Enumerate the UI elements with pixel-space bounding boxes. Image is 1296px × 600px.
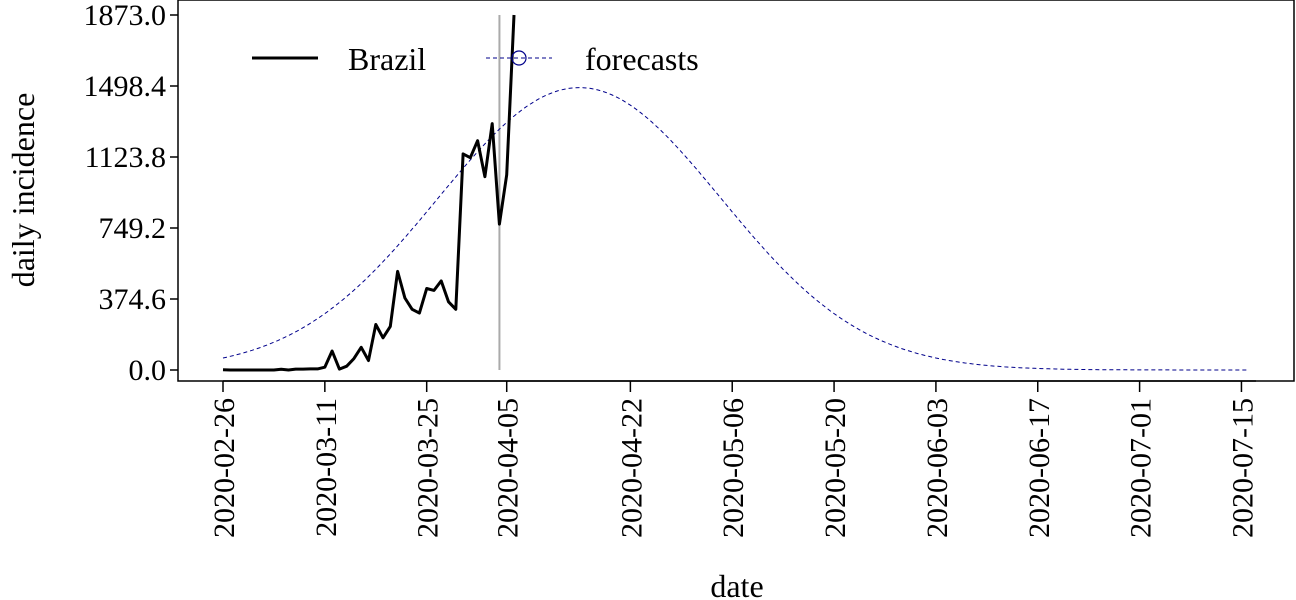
y-tick-label: 749.2 <box>99 212 167 245</box>
legend: Brazil forecasts <box>252 41 699 77</box>
x-tick-label: 2020-03-11 <box>310 398 343 537</box>
y-axis-title: daily incidence <box>5 93 41 288</box>
x-tick-label: 2020-02-26 <box>208 398 241 538</box>
series-brazil-line <box>222 14 516 372</box>
plot-frame <box>177 0 1295 382</box>
x-tick-label: 2020-06-03 <box>921 398 954 538</box>
x-tick-label: 2020-06-17 <box>1023 398 1056 538</box>
x-tick-label: 2020-05-20 <box>819 398 852 538</box>
x-tick-label: 2020-07-15 <box>1226 398 1259 538</box>
x-tick-label: 2020-04-22 <box>615 398 648 538</box>
x-axis: 2020-02-26 2020-03-11 2020-03-25 2020-04-05… <box>208 380 1259 538</box>
y-tick-label: 1873.0 <box>84 0 167 32</box>
legend-marker-forecasts <box>511 50 527 66</box>
x-axis-title: date <box>710 568 763 600</box>
y-axis: 0.0 374.6 749.2 1123.8 1498.4 1873.0 <box>84 0 178 387</box>
y-tick-label: 374.6 <box>99 283 167 316</box>
legend-label-brazil: Brazil <box>348 41 426 77</box>
series-layer <box>222 14 1249 372</box>
x-tick-label: 2020-05-06 <box>717 398 750 538</box>
y-tick-label: 1123.8 <box>85 141 166 174</box>
x-tick-label: 2020-04-05 <box>492 398 525 538</box>
x-tick-label: 2020-03-25 <box>412 398 445 538</box>
legend-label-forecasts: forecasts <box>585 41 699 77</box>
y-tick-label: 1498.4 <box>84 70 167 103</box>
y-tick-label: 0.0 <box>129 354 167 387</box>
x-tick-label: 2020-07-01 <box>1125 398 1158 538</box>
series-forecasts-line <box>222 87 1249 371</box>
